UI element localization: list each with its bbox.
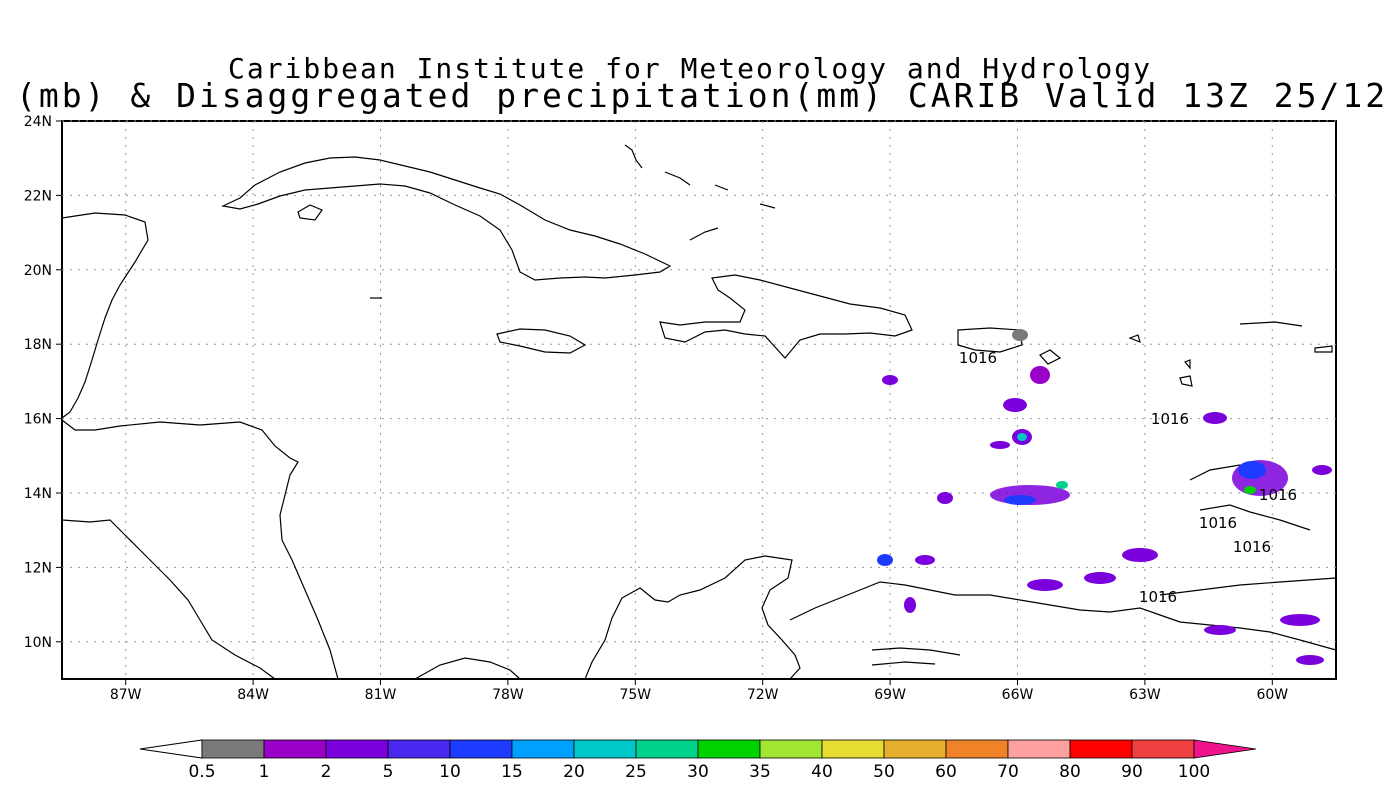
- lon-tick-label: 87W: [110, 687, 142, 703]
- map-frame: [61, 120, 1337, 680]
- lon-tick-label: 81W: [365, 687, 397, 703]
- colorbar-label: 60: [935, 762, 957, 782]
- lat-tick-label: 12N: [24, 560, 52, 576]
- colorbar-label: 30: [687, 762, 709, 782]
- lon-tick-label: 69W: [874, 687, 906, 703]
- lat-tick-label: 22N: [24, 188, 52, 204]
- colorbar-label: 25: [625, 762, 647, 782]
- lon-tick-label: 63W: [1129, 687, 1161, 703]
- lat-tick-label: 10N: [24, 635, 52, 651]
- lat-tick-label: 16N: [24, 412, 52, 428]
- colorbar-swatch: [1069, 739, 1133, 759]
- colorbar-swatch: [573, 739, 637, 759]
- colorbar-label: 100: [1178, 762, 1210, 782]
- colorbar-swatch: [201, 739, 265, 759]
- lat-tick-label: 18N: [24, 337, 52, 353]
- colorbar-swatch: [697, 739, 761, 759]
- title-line-2: (mb) & Disaggregated precipitation(mm) C…: [16, 76, 1400, 115]
- colorbar-swatch: [1131, 739, 1195, 759]
- lon-tick-label: 84W: [237, 687, 269, 703]
- isobar-label: 1016: [1151, 410, 1189, 428]
- isobar-label: 1016: [959, 349, 997, 367]
- isobar-label: 1016: [1233, 538, 1271, 556]
- colorbar-swatch: [387, 739, 451, 759]
- colorbar-swatch: [883, 739, 947, 759]
- isobar-labels: 1016 1016 1016 1016 1016 1016: [959, 349, 1297, 606]
- colorbar-swatch: [511, 739, 575, 759]
- colorbar-label: 15: [501, 762, 523, 782]
- lat-tick-label: 14N: [24, 486, 52, 502]
- colorbar-swatch: [263, 739, 327, 759]
- colorbar-swatch: [325, 739, 389, 759]
- isobar-label: 1016: [1259, 486, 1297, 504]
- colorbar-swatch: [821, 739, 885, 759]
- colorbar-swatch: [1007, 739, 1071, 759]
- colorbar-swatch: [945, 739, 1009, 759]
- title-line-1: Caribbean Institute for Meteorology and …: [227, 52, 1152, 85]
- colorbar-swatch: [759, 739, 823, 759]
- lon-tick-label: 60W: [1256, 687, 1288, 703]
- colorbar-label: 40: [811, 762, 833, 782]
- axes: 87W 84W 81W 78W 75W 72W 69W 66W 63W 60W 24N 22N 20N 1…: [24, 114, 1289, 703]
- colorbar-label: 1: [259, 762, 270, 782]
- colorbar-label: 70: [997, 762, 1019, 782]
- precipitation-areas: [877, 329, 1332, 665]
- colorbar-label: 80: [1059, 762, 1081, 782]
- lon-tick-label: 72W: [747, 687, 779, 703]
- colorbar-swatch: [635, 739, 699, 759]
- lat-tick-label: 20N: [24, 263, 52, 279]
- colorbar-label: 50: [873, 762, 895, 782]
- lon-tick-label: 78W: [492, 687, 524, 703]
- colorbar-swatch: [449, 739, 513, 759]
- lon-tick-label: 75W: [619, 687, 651, 703]
- colorbar-label: 2: [321, 762, 332, 782]
- colorbar-over: [1193, 739, 1257, 759]
- colorbar-label: 10: [439, 762, 461, 782]
- isobar-label: 1016: [1199, 514, 1237, 532]
- colorbar-label: 20: [563, 762, 585, 782]
- lat-tick-label: 24N: [24, 114, 52, 130]
- lon-tick-label: 66W: [1002, 687, 1034, 703]
- isobar-label: 1016: [1139, 588, 1177, 606]
- colorbar-label: 5: [383, 762, 394, 782]
- colorbar-label: 90: [1121, 762, 1143, 782]
- colorbar-label: 35: [749, 762, 771, 782]
- colorbar-label: 0.5: [188, 762, 215, 782]
- colorbar: 0.5 1 2 5 10 15 20 25 30 35 40 50 60 70 80 90 100: [139, 739, 1257, 782]
- colorbar-under: [139, 739, 203, 759]
- grid-lines: [62, 120, 1336, 679]
